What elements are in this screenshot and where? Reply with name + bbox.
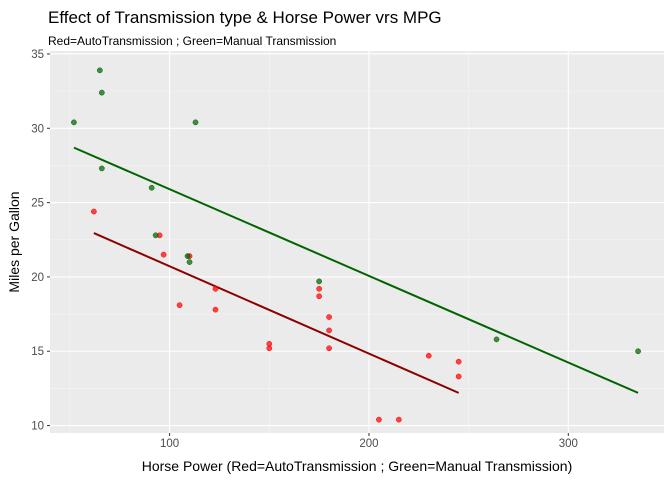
data-point — [316, 285, 322, 292]
data-point — [266, 345, 273, 352]
data-point — [396, 416, 402, 423]
data-point — [192, 119, 199, 126]
x-axis-ticks: 100 200 300 — [160, 433, 578, 450]
data-point — [326, 327, 332, 334]
data-point — [316, 293, 322, 300]
y-tick-label: 30 — [31, 123, 44, 135]
data-point — [71, 119, 77, 126]
data-point — [635, 348, 641, 355]
data-point — [326, 345, 332, 352]
regression-lines — [73, 146, 639, 394]
x-tick-label: 300 — [559, 438, 578, 450]
y-tick-label: 10 — [31, 421, 44, 433]
data-point — [98, 165, 105, 172]
data-points — [71, 67, 641, 423]
data-point — [326, 314, 332, 320]
data-point — [91, 208, 97, 215]
chart-title: Effect of Transmission type & Horse Powe… — [48, 8, 442, 27]
y-axis-ticks: 10 15 20 25 30 35 — [31, 49, 50, 433]
data-point — [212, 285, 219, 292]
data-point — [212, 306, 219, 313]
data-point — [455, 373, 462, 380]
data-point — [376, 416, 382, 423]
data-point — [455, 358, 462, 365]
data-point — [152, 232, 159, 239]
y-tick-label: 15 — [31, 346, 44, 358]
y-tick-label: 25 — [31, 198, 44, 210]
chart-subtitle: Red=AutoTransmission ; Green=Manual Tran… — [48, 34, 336, 48]
data-point — [493, 336, 500, 343]
plot-panel — [50, 51, 664, 433]
data-point — [160, 251, 167, 258]
y-tick-label: 35 — [31, 49, 44, 61]
minor-gridlines — [50, 51, 664, 433]
data-point — [316, 278, 322, 285]
data-point — [184, 253, 191, 259]
data-point — [148, 184, 155, 191]
data-point — [425, 352, 432, 359]
data-point — [186, 259, 193, 265]
x-tick-label: 200 — [359, 438, 378, 450]
data-point — [176, 302, 183, 309]
x-axis-title: Horse Power (Red=AutoTransmission ; Gree… — [142, 458, 573, 474]
y-tick-label: 20 — [31, 272, 44, 284]
regression-line — [93, 232, 460, 394]
regression-line — [73, 146, 639, 394]
major-gridlines — [50, 51, 664, 433]
x-tick-label: 100 — [160, 438, 179, 450]
data-point — [98, 89, 105, 96]
y-axis-title: Miles per Gallon — [6, 191, 22, 292]
data-point — [96, 67, 103, 74]
